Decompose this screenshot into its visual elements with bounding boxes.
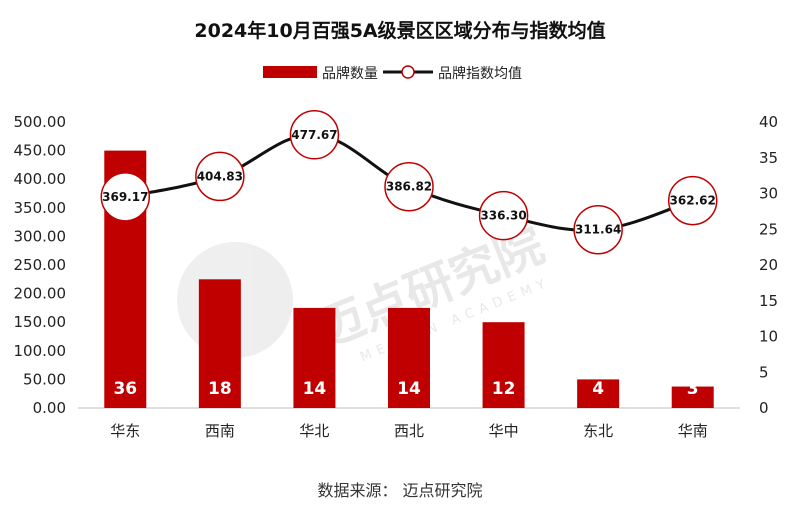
legend-line-label: 品牌指数均值 bbox=[438, 65, 522, 82]
y-left-tick-label: 350.00 bbox=[14, 199, 67, 217]
y-right-tick-label: 20 bbox=[759, 256, 778, 274]
index-point-label: 386.82 bbox=[386, 180, 432, 194]
legend: 品牌数量 品牌指数均值 bbox=[263, 65, 522, 82]
y-axis-right: 0 5 10 15 20 25 30 35 40 bbox=[759, 113, 778, 417]
bar-value-label: 3 bbox=[687, 379, 699, 399]
bar bbox=[577, 379, 620, 408]
index-point-marker bbox=[667, 175, 718, 226]
y-left-tick-label: 250.00 bbox=[14, 256, 67, 274]
bar-value-label: 14 bbox=[303, 379, 327, 399]
y-right-tick-label: 5 bbox=[759, 363, 769, 381]
y-left-tick-label: 300.00 bbox=[14, 227, 67, 245]
y-left-tick-label: 200.00 bbox=[14, 285, 67, 303]
y-right-tick-label: 40 bbox=[759, 113, 778, 131]
y-right-tick-label: 15 bbox=[759, 292, 778, 310]
index-point-marker bbox=[289, 110, 340, 160]
bar bbox=[293, 307, 336, 408]
index-point-marker bbox=[478, 190, 529, 241]
bar bbox=[198, 279, 241, 408]
index-point-label: 477.67 bbox=[291, 128, 337, 142]
y-right-tick-label: 30 bbox=[759, 185, 778, 203]
legend-line-marker bbox=[401, 65, 415, 79]
index-point-label: 369.17 bbox=[102, 190, 148, 204]
y-right-tick-label: 0 bbox=[759, 399, 769, 417]
index-point-marker bbox=[573, 204, 623, 255]
y-left-tick-label: 0.00 bbox=[33, 399, 66, 417]
y-left-tick-label: 500.00 bbox=[14, 113, 67, 131]
x-axis-categories: 华东 西南 华北 西北 华中 东北 华南 bbox=[110, 422, 707, 440]
x-category-label: 华北 bbox=[299, 422, 329, 440]
index-point-label: 404.83 bbox=[197, 169, 243, 183]
bar-value-label: 14 bbox=[397, 379, 421, 399]
index-point-label: 336.30 bbox=[480, 209, 526, 223]
y-right-tick-label: 35 bbox=[759, 149, 778, 167]
bar bbox=[388, 307, 430, 408]
bar-value-label: 4 bbox=[592, 379, 604, 399]
index-point-marker bbox=[100, 172, 151, 222]
x-category-label: 华中 bbox=[489, 422, 519, 440]
bar bbox=[482, 322, 525, 408]
index-point-marker bbox=[384, 161, 434, 212]
x-category-label: 西北 bbox=[394, 422, 424, 440]
y-right-tick-label: 10 bbox=[759, 328, 778, 346]
index-line: 369.17 404.83 477.67 386.82 336.30 311.64 362.… bbox=[100, 110, 718, 255]
bar-value-label: 36 bbox=[113, 379, 137, 399]
index-point-marker bbox=[195, 151, 245, 202]
y-left-tick-label: 450.00 bbox=[14, 142, 67, 160]
x-category-label: 华南 bbox=[678, 422, 708, 440]
x-category-label: 东北 bbox=[583, 422, 613, 440]
bars: 36 18 14 14 12 4 3 bbox=[104, 150, 714, 408]
index-point-label: 362.62 bbox=[670, 194, 716, 208]
bar-value-label: 18 bbox=[208, 379, 232, 399]
x-category-label: 华东 bbox=[110, 422, 140, 440]
source-text: 数据来源： 迈点研究院 bbox=[317, 481, 482, 500]
y-axis-left: 0.00 50.00 100.00 150.00 200.00 250.00 300.00 3… bbox=[14, 113, 67, 417]
y-right-tick-label: 25 bbox=[759, 220, 778, 238]
y-left-tick-label: 100.00 bbox=[14, 342, 67, 360]
index-point-label: 311.64 bbox=[575, 223, 621, 237]
legend-bar-label: 品牌数量 bbox=[322, 65, 378, 82]
legend-bar-swatch bbox=[263, 66, 317, 78]
chart-title: 2024年10月百强5A级景区区域分布与指数均值 bbox=[194, 19, 605, 42]
y-left-tick-label: 50.00 bbox=[23, 370, 66, 388]
bar bbox=[671, 386, 714, 408]
bar-value-label: 12 bbox=[492, 379, 516, 399]
y-left-tick-label: 150.00 bbox=[14, 313, 67, 331]
x-category-label: 西南 bbox=[205, 422, 235, 440]
y-left-tick-label: 400.00 bbox=[14, 170, 67, 188]
